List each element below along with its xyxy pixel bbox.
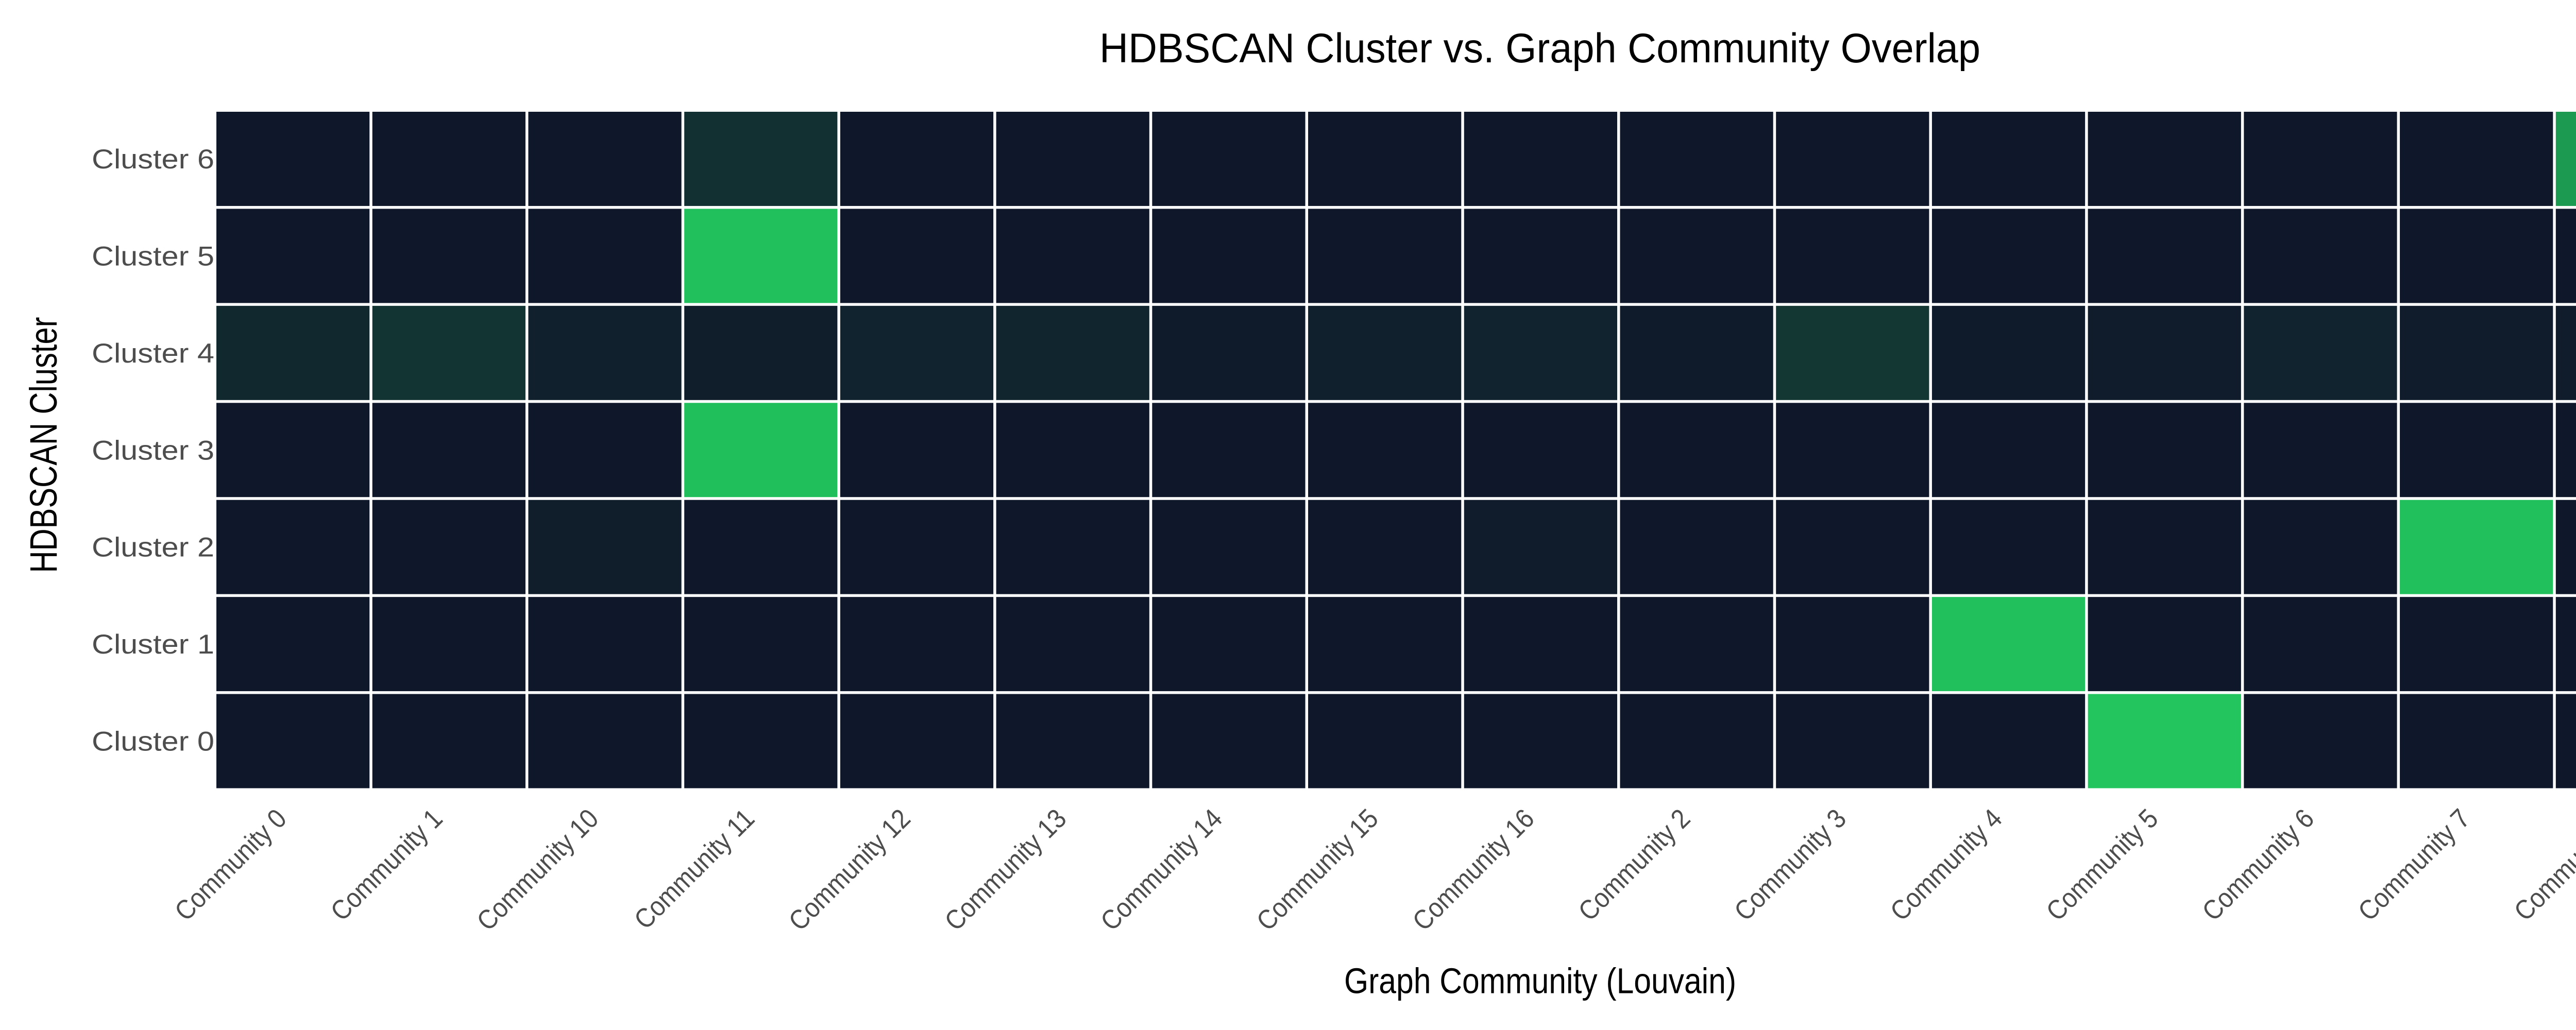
svg-text:HDBSCAN Cluster vs. Graph Comm: HDBSCAN Cluster vs. Graph Community Over… <box>1099 25 1980 72</box>
svg-text:Cluster 1: Cluster 1 <box>92 629 214 660</box>
svg-text:Cluster 3: Cluster 3 <box>92 435 214 466</box>
svg-text:Graph Community (Louvain): Graph Community (Louvain) <box>1344 961 1736 1001</box>
svg-text:Cluster 4: Cluster 4 <box>92 338 214 369</box>
svg-text:HDBSCAN Cluster: HDBSCAN Cluster <box>22 317 65 573</box>
svg-text:Cluster 0: Cluster 0 <box>92 727 214 757</box>
svg-text:Cluster 6: Cluster 6 <box>92 144 214 175</box>
svg-text:Cluster 5: Cluster 5 <box>92 241 214 271</box>
svg-text:Cluster 2: Cluster 2 <box>92 533 214 563</box>
